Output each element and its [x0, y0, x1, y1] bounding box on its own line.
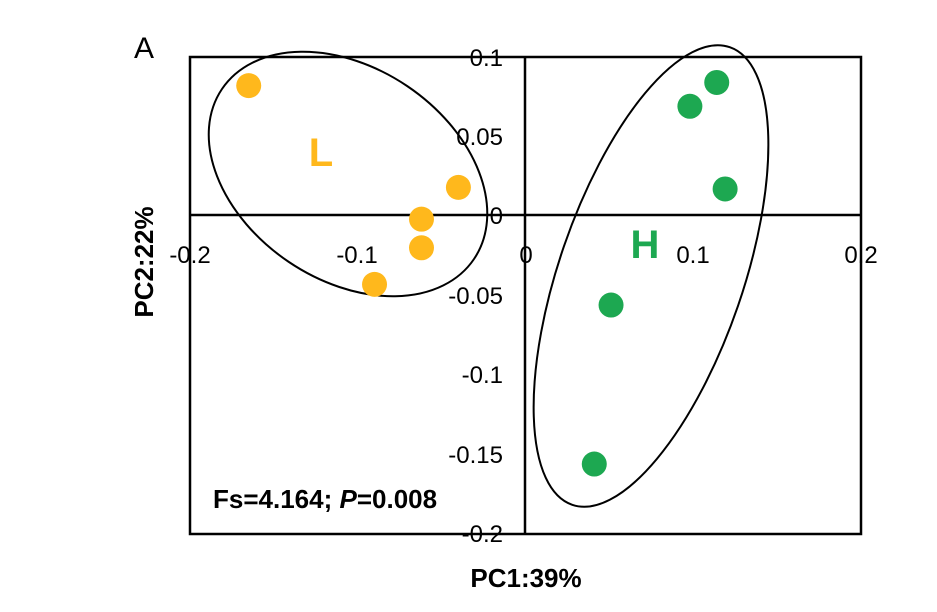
panel-label: A: [134, 32, 154, 65]
point-l: [408, 235, 434, 261]
point-h: [712, 176, 738, 202]
y-tick-label: -0.05: [448, 283, 503, 310]
ellipse-group-l: [207, 50, 489, 298]
y-tick-label: 0.05: [456, 124, 503, 151]
point-h: [704, 69, 730, 95]
y-axis-title: PC2:22%: [129, 206, 159, 317]
point-h: [677, 93, 703, 119]
stats-annotation: Fs=4.164; P=0.008: [213, 484, 437, 514]
x-tick-label: -0.1: [336, 242, 377, 269]
x-tick-label: -0.2: [169, 242, 210, 269]
point-h: [598, 292, 624, 318]
group-label-l: L: [309, 131, 333, 175]
y-tick-label: -0.1: [462, 362, 503, 389]
y-tick-label: -0.2: [462, 521, 503, 548]
ellipse-group-h: [532, 44, 770, 508]
y-tick-label: 0: [490, 203, 503, 230]
point-l: [408, 206, 434, 232]
point-h: [581, 451, 607, 477]
x-tick-label: 0: [519, 242, 532, 269]
x-tick-label: 0.1: [676, 242, 709, 269]
y-tick-label: -0.15: [448, 442, 503, 469]
point-l: [445, 174, 471, 200]
stats-p-symbol: P: [339, 484, 357, 514]
x-axis-title: PC1:39%: [470, 563, 581, 593]
x-tick-label: 0.2: [844, 242, 877, 269]
points-layer: [236, 69, 738, 477]
group-label-h: H: [631, 223, 660, 267]
point-l: [362, 271, 388, 297]
stats-prefix: Fs=4.164;: [213, 484, 339, 514]
stats-suffix: =0.008: [357, 484, 437, 514]
y-tick-label: 0.1: [470, 45, 503, 72]
point-l: [236, 73, 262, 99]
